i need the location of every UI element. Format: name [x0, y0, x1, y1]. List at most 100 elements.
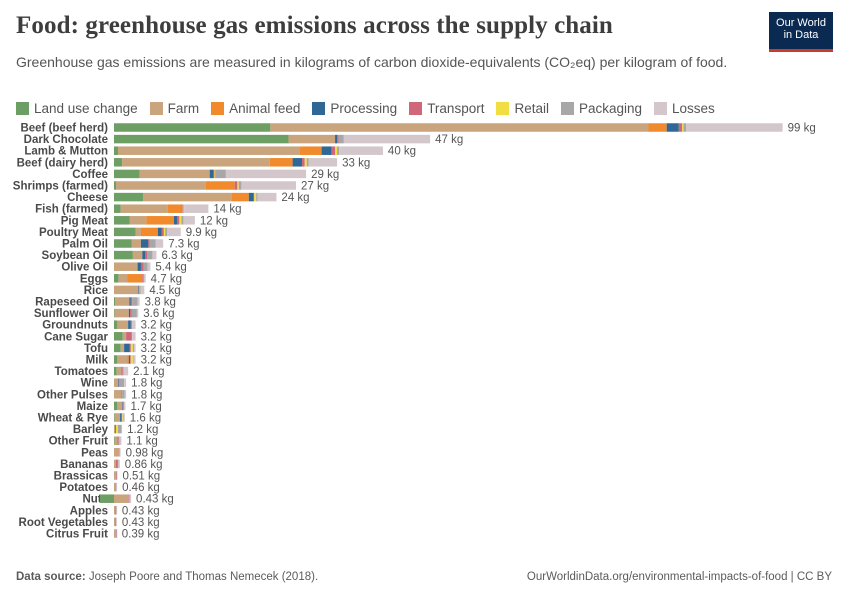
- bar-segment-farm[interactable]: [114, 482, 116, 492]
- bar-segment-packaging[interactable]: [119, 378, 125, 387]
- bar-segment-farm[interactable]: [132, 250, 143, 260]
- bar-segment-farm[interactable]: [135, 227, 141, 237]
- bar-segment-processing[interactable]: [124, 343, 130, 353]
- bar-segment-processing[interactable]: [666, 123, 679, 132]
- bar-segment-farm[interactable]: [114, 308, 129, 318]
- bar-segment-losses[interactable]: [129, 494, 132, 503]
- bar-segment-packaging[interactable]: [122, 366, 124, 376]
- bar-segment-packaging[interactable]: [149, 239, 156, 248]
- bar-segment-animal-feed[interactable]: [140, 227, 158, 237]
- bar-segment-farm[interactable]: [114, 529, 116, 538]
- bar-segment-packaging[interactable]: [132, 355, 134, 364]
- bar-segment-transport[interactable]: [115, 517, 116, 527]
- bar-segment-land-use-change[interactable]: [114, 355, 118, 364]
- bar-segment-animal-feed[interactable]: [127, 355, 129, 364]
- legend-item-land-use-change[interactable]: Land use change: [16, 101, 138, 116]
- bar-segment-transport[interactable]: [122, 401, 124, 411]
- bar-segment-losses[interactable]: [116, 517, 117, 527]
- bar-segment-farm[interactable]: [117, 355, 128, 364]
- legend-item-packaging[interactable]: Packaging: [560, 101, 642, 116]
- bar-segment-transport[interactable]: [129, 343, 131, 353]
- bar-segment-losses[interactable]: [184, 204, 209, 213]
- bar-segment-land-use-change[interactable]: [114, 169, 140, 179]
- bar-segment-retail[interactable]: [179, 216, 182, 225]
- bar-segment-animal-feed[interactable]: [300, 146, 322, 155]
- bar-segment-packaging[interactable]: [140, 285, 141, 295]
- bar-segment-farm[interactable]: [114, 494, 129, 503]
- bar-segment-processing[interactable]: [321, 146, 332, 155]
- bar-segment-land-use-change[interactable]: [114, 216, 130, 225]
- bar-row-other-fruit[interactable]: Other Fruit 1.1 kg: [49, 436, 158, 448]
- bar-row-other-pulses[interactable]: Other Pulses 1.8 kg: [37, 389, 162, 401]
- bar-segment-packaging[interactable]: [683, 123, 687, 132]
- bar-segment-losses[interactable]: [225, 169, 307, 179]
- legend-item-losses[interactable]: Losses: [654, 101, 715, 116]
- bar-row-lamb-mutton[interactable]: Lamb & Mutton 40 kg: [24, 146, 416, 158]
- bar-segment-packaging[interactable]: [337, 146, 340, 155]
- bar-segment-farm[interactable]: [114, 506, 116, 515]
- bar-segment-losses[interactable]: [121, 424, 123, 434]
- bar-segment-animal-feed[interactable]: [231, 192, 249, 202]
- bar-segment-packaging[interactable]: [131, 332, 133, 341]
- bar-segment-land-use-change[interactable]: [114, 192, 143, 202]
- bar-segment-land-use-change[interactable]: [114, 158, 123, 167]
- bar-segment-losses[interactable]: [167, 227, 181, 237]
- bar-segment-animal-feed[interactable]: [269, 158, 293, 167]
- bar-segment-farm[interactable]: [288, 134, 336, 144]
- bar-row-cheese[interactable]: Cheese 24 kg: [67, 192, 309, 204]
- bar-segment-farm[interactable]: [114, 378, 119, 387]
- bar-row-coffee[interactable]: Coffee 29 kg: [72, 169, 339, 181]
- bar-segment-transport[interactable]: [161, 227, 164, 237]
- bar-segment-transport[interactable]: [140, 262, 144, 271]
- bar-segment-packaging[interactable]: [238, 181, 242, 190]
- bar-row-eggs[interactable]: Eggs 4.7 kg: [80, 273, 182, 285]
- bar-segment-transport[interactable]: [181, 204, 183, 213]
- bar-row-citrus-fruit[interactable]: Citrus Fruit 0.39 kg: [46, 529, 159, 541]
- bar-segment-transport[interactable]: [253, 192, 255, 202]
- bar-row-apples[interactable]: Apples 0.43 kg: [70, 505, 160, 517]
- bar-segment-packaging[interactable]: [122, 390, 125, 399]
- bar-segment-packaging[interactable]: [131, 308, 137, 318]
- bar-segment-packaging[interactable]: [165, 227, 168, 237]
- bar-row-tofu[interactable]: Tofu 3.2 kg: [84, 343, 172, 355]
- bar-segment-land-use-change[interactable]: [114, 436, 115, 445]
- bar-segment-land-use-change[interactable]: [114, 134, 289, 144]
- bar-segment-packaging[interactable]: [118, 436, 120, 445]
- bar-segment-animal-feed[interactable]: [167, 204, 182, 213]
- bar-segment-farm[interactable]: [116, 181, 206, 190]
- bar-segment-land-use-change[interactable]: [99, 494, 114, 503]
- bar-segment-packaging[interactable]: [132, 343, 135, 353]
- bar-segment-packaging[interactable]: [123, 401, 125, 411]
- bar-segment-transport[interactable]: [118, 448, 120, 457]
- bar-segment-farm[interactable]: [114, 459, 116, 469]
- bar-row-peas[interactable]: Peas 0.98 kg: [81, 447, 163, 459]
- bar-segment-transport[interactable]: [331, 146, 336, 155]
- bar-segment-packaging[interactable]: [338, 134, 344, 144]
- bar-segment-transport[interactable]: [115, 459, 118, 469]
- bar-segment-farm[interactable]: [117, 320, 129, 329]
- bar-segment-retail[interactable]: [182, 204, 184, 213]
- bar-segment-land-use-change[interactable]: [114, 146, 119, 155]
- bar-segment-transport[interactable]: [115, 529, 117, 538]
- bar-segment-packaging[interactable]: [122, 413, 124, 422]
- bar-segment-transport[interactable]: [130, 320, 132, 329]
- bar-segment-processing[interactable]: [128, 320, 131, 329]
- bar-segment-losses[interactable]: [119, 448, 121, 457]
- bar-segment-transport[interactable]: [115, 482, 116, 492]
- bar-segment-farm[interactable]: [120, 204, 168, 213]
- bar-segment-land-use-change[interactable]: [114, 123, 271, 132]
- bar-row-sunflower-oil[interactable]: Sunflower Oil 3.6 kg: [34, 308, 175, 320]
- bar-segment-farm[interactable]: [114, 471, 116, 480]
- bar-segment-losses[interactable]: [144, 274, 146, 283]
- bar-row-rapeseed-oil[interactable]: Rapeseed Oil 3.8 kg: [35, 297, 176, 309]
- bar-row-rice[interactable]: Rice 4.5 kg: [84, 285, 181, 297]
- bar-segment-farm[interactable]: [120, 343, 125, 353]
- bar-row-fish-farmed[interactable]: Fish (farmed) 14 kg: [35, 204, 241, 216]
- bar-row-wine[interactable]: Wine 1.8 kg: [81, 378, 163, 390]
- bar-segment-packaging[interactable]: [183, 204, 185, 213]
- bar-segment-animal-feed[interactable]: [127, 274, 143, 283]
- bar-segment-packaging[interactable]: [131, 320, 133, 329]
- bar-segment-losses[interactable]: [152, 250, 157, 260]
- bar-segment-land-use-change[interactable]: [114, 274, 119, 283]
- bar-row-beef-dairy-herd[interactable]: Beef (dairy herd) 33 kg: [17, 157, 371, 169]
